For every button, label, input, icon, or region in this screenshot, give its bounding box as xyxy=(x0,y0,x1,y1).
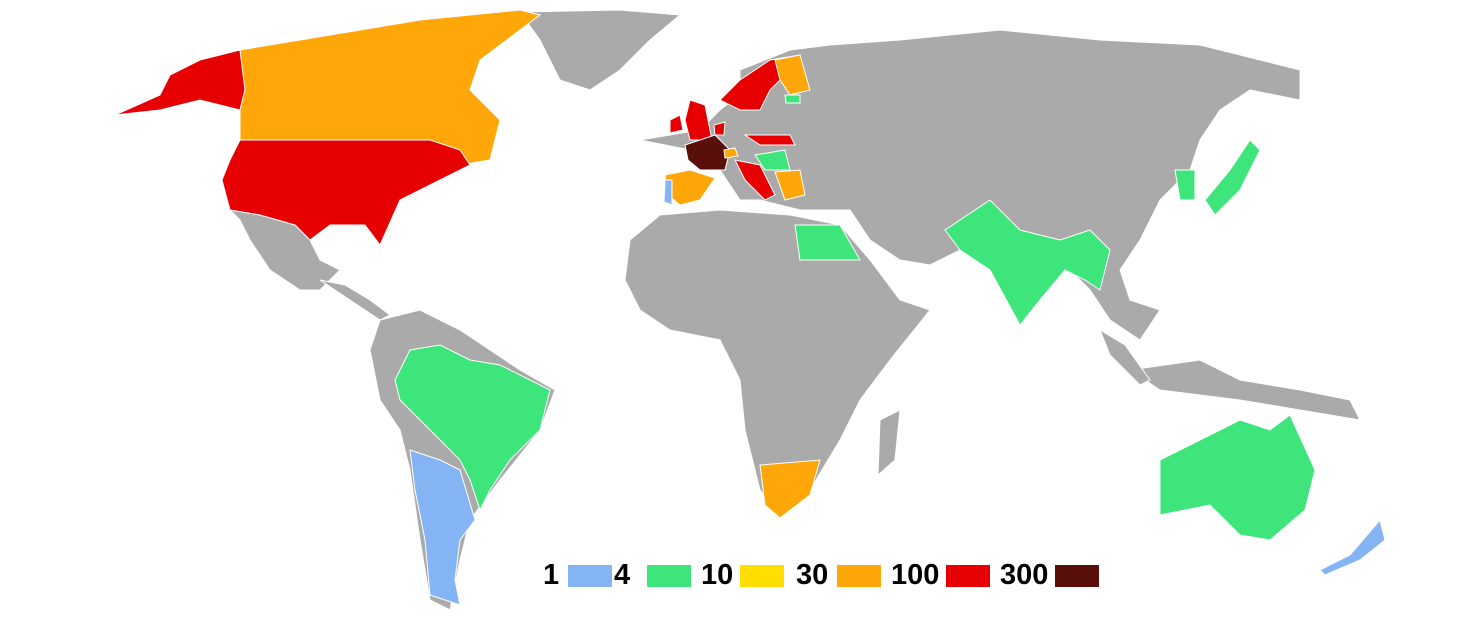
legend-label: 10 xyxy=(701,559,734,591)
madagascar xyxy=(877,409,901,477)
united-kingdom xyxy=(684,99,713,141)
legend-swatch xyxy=(647,565,691,587)
latvia xyxy=(784,94,801,104)
argentina xyxy=(409,449,476,606)
new-zealand xyxy=(1319,518,1386,576)
africa xyxy=(624,209,931,516)
finland xyxy=(774,54,811,96)
japan xyxy=(1204,139,1261,216)
korea xyxy=(1174,169,1196,201)
brazil xyxy=(394,344,551,512)
portugal xyxy=(663,179,673,206)
yugoslavia xyxy=(754,149,791,171)
italy xyxy=(734,159,776,201)
netherlands xyxy=(713,121,726,136)
legend-swatch xyxy=(946,565,990,587)
greenland xyxy=(519,9,682,91)
legend-swatch xyxy=(740,565,784,587)
usa xyxy=(221,139,471,246)
legend-label: 1 xyxy=(543,559,560,591)
south-africa xyxy=(759,459,821,519)
legend-label: 4 xyxy=(614,559,631,591)
legend-label: 300 xyxy=(1000,559,1049,591)
indonesia xyxy=(1128,359,1361,421)
ireland xyxy=(669,114,684,134)
legend-label: 100 xyxy=(891,559,940,591)
india xyxy=(944,199,1111,326)
canada xyxy=(239,9,542,166)
australia xyxy=(1159,414,1316,541)
egypt xyxy=(794,224,861,261)
hungary xyxy=(743,134,796,146)
legend-swatch xyxy=(568,565,612,587)
legend-label: 30 xyxy=(796,559,829,591)
greece xyxy=(774,169,806,201)
central-america xyxy=(319,279,391,321)
legend-swatch xyxy=(1055,565,1099,587)
switzerland xyxy=(723,147,739,159)
eurasia xyxy=(639,29,1301,341)
sumatra xyxy=(1098,328,1151,386)
legend-swatch xyxy=(837,565,881,587)
